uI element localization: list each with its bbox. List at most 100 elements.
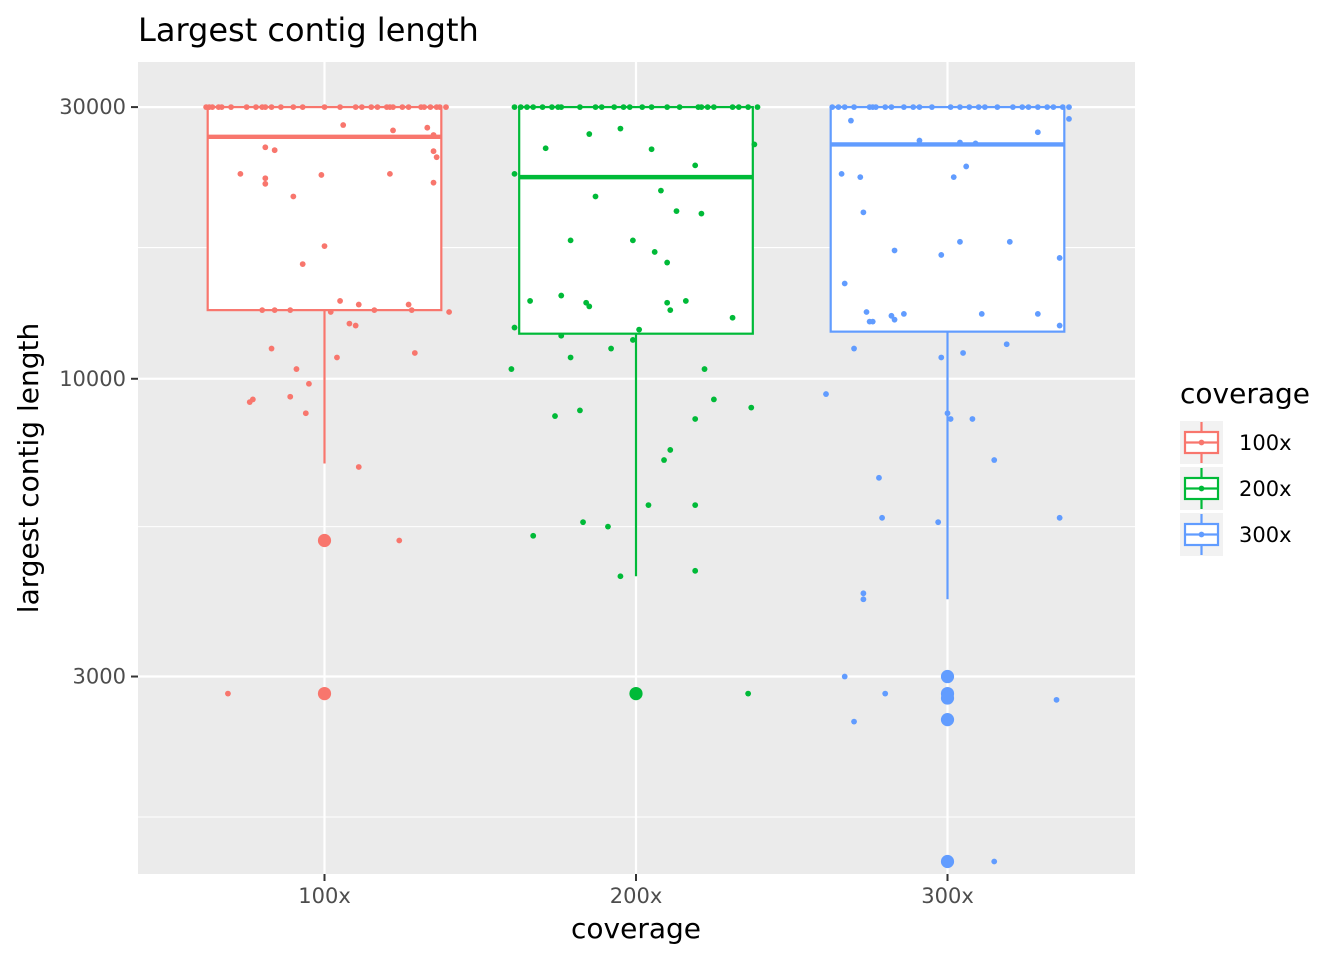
jitter-point bbox=[321, 243, 328, 250]
jitter-point bbox=[387, 170, 393, 177]
jitter-point bbox=[636, 326, 643, 333]
jitter-point bbox=[539, 104, 546, 110]
jitter-point bbox=[611, 104, 618, 110]
jitter-point bbox=[617, 573, 624, 580]
jitter-point bbox=[891, 247, 898, 254]
jitter-point bbox=[1010, 104, 1016, 110]
jitter-point bbox=[368, 104, 375, 110]
jitter-point bbox=[552, 413, 558, 419]
jitter-point bbox=[443, 104, 449, 110]
outlier-point bbox=[940, 669, 955, 684]
x-axis: 100x 200x 300x bbox=[298, 874, 974, 908]
jitter-point bbox=[938, 354, 945, 361]
jitter-point bbox=[327, 309, 334, 315]
jitter-point bbox=[1003, 341, 1010, 348]
jitter-point bbox=[876, 474, 882, 481]
legend-item-300x: 300x bbox=[1180, 513, 1292, 556]
jitter-point bbox=[337, 104, 343, 110]
jitter-point bbox=[891, 316, 898, 323]
jitter-point bbox=[916, 137, 923, 144]
jitter-point bbox=[352, 104, 359, 110]
jitter-point bbox=[1066, 104, 1072, 110]
box-iqr bbox=[518, 105, 754, 335]
jitter-point bbox=[577, 104, 583, 110]
jitter-point bbox=[548, 104, 555, 110]
jitter-point bbox=[960, 350, 966, 356]
jitter-point bbox=[991, 858, 998, 865]
jitter-point bbox=[851, 718, 857, 725]
jitter-point bbox=[729, 314, 736, 321]
jitter-point bbox=[673, 208, 680, 214]
jitter-point bbox=[692, 567, 699, 574]
outlier-point bbox=[317, 533, 332, 548]
jitter-point bbox=[558, 292, 565, 299]
jitter-point bbox=[829, 104, 836, 110]
jitter-point bbox=[346, 320, 353, 327]
jitter-point bbox=[598, 104, 605, 110]
jitter-point bbox=[228, 104, 234, 110]
jitter-point bbox=[243, 104, 250, 110]
jitter-point bbox=[745, 104, 752, 110]
jitter-point bbox=[302, 410, 309, 417]
jitter-point bbox=[888, 312, 895, 319]
jitter-point bbox=[950, 174, 957, 181]
jitter-point bbox=[957, 139, 963, 146]
jitter-point bbox=[592, 193, 599, 200]
jitter-point bbox=[879, 514, 885, 521]
jitter-point bbox=[981, 104, 988, 110]
jitter-point bbox=[293, 366, 300, 372]
jitter-point bbox=[651, 249, 658, 255]
jitter-point bbox=[508, 366, 515, 372]
jitter-point bbox=[872, 104, 879, 110]
jitter-point bbox=[399, 104, 406, 110]
jitter-point bbox=[1066, 116, 1072, 122]
jitter-point bbox=[430, 132, 437, 138]
jitter-point bbox=[237, 170, 244, 177]
jitter-point bbox=[225, 690, 231, 697]
jitter-point bbox=[860, 209, 867, 216]
jitter-point bbox=[692, 416, 699, 422]
jitter-point bbox=[299, 104, 306, 110]
jitter-point bbox=[963, 163, 970, 170]
jitter-point bbox=[586, 303, 593, 310]
jitter-point bbox=[645, 502, 652, 509]
jitter-point bbox=[860, 590, 867, 597]
jitter-point bbox=[751, 141, 758, 148]
jitter-point bbox=[253, 104, 259, 110]
legend-key-point bbox=[1198, 531, 1205, 538]
jitter-point bbox=[605, 523, 611, 530]
jitter-point bbox=[620, 104, 627, 110]
jitter-point bbox=[888, 104, 895, 110]
jitter-point bbox=[991, 457, 998, 463]
jitter-point bbox=[511, 324, 518, 331]
jitter-point bbox=[271, 147, 278, 154]
jitter-point bbox=[944, 410, 951, 417]
jitter-point bbox=[262, 180, 269, 187]
jitter-point bbox=[969, 416, 976, 422]
jitter-point bbox=[558, 104, 565, 110]
jitter-point bbox=[745, 690, 752, 697]
y-tick-label: 3000 bbox=[73, 665, 126, 689]
jitter-point bbox=[542, 145, 549, 152]
jitter-point bbox=[698, 210, 705, 217]
jitter-point bbox=[517, 104, 524, 110]
jitter-point bbox=[1056, 322, 1063, 329]
outlier-point bbox=[940, 691, 955, 705]
jitter-point bbox=[851, 104, 857, 110]
jitter-point bbox=[427, 104, 434, 110]
jitter-point bbox=[580, 519, 586, 526]
jitter-point bbox=[916, 104, 923, 110]
jitter-point bbox=[900, 104, 907, 110]
legend-item-200x: 200x bbox=[1180, 467, 1292, 510]
jitter-point bbox=[972, 140, 979, 147]
jitter-point bbox=[692, 162, 699, 169]
jitter-point bbox=[841, 673, 848, 680]
jitter-point bbox=[337, 298, 343, 304]
jitter-point bbox=[947, 104, 954, 110]
jitter-point bbox=[430, 148, 437, 155]
jitter-point bbox=[658, 187, 664, 194]
jitter-point bbox=[676, 104, 683, 110]
jitter-point bbox=[290, 193, 297, 200]
y-axis: 3000 10000 30000 bbox=[59, 95, 138, 689]
